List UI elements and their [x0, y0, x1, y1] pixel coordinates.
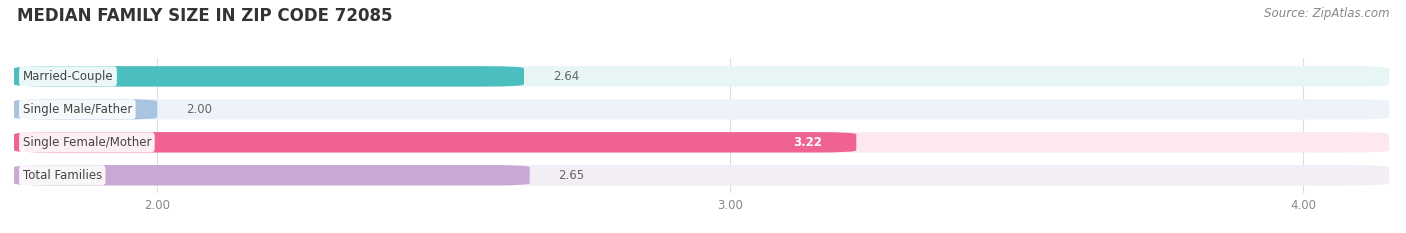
FancyBboxPatch shape: [14, 66, 524, 87]
Text: Total Families: Total Families: [22, 169, 101, 182]
FancyBboxPatch shape: [14, 99, 1389, 120]
Text: 2.00: 2.00: [186, 103, 212, 116]
FancyBboxPatch shape: [14, 165, 530, 185]
Text: 3.22: 3.22: [793, 136, 823, 149]
Text: 2.65: 2.65: [558, 169, 585, 182]
Text: Source: ZipAtlas.com: Source: ZipAtlas.com: [1264, 7, 1389, 20]
Text: Married-Couple: Married-Couple: [22, 70, 114, 83]
Text: Single Male/Father: Single Male/Father: [22, 103, 132, 116]
Text: MEDIAN FAMILY SIZE IN ZIP CODE 72085: MEDIAN FAMILY SIZE IN ZIP CODE 72085: [17, 7, 392, 25]
FancyBboxPatch shape: [14, 99, 157, 120]
FancyBboxPatch shape: [14, 66, 1389, 87]
Text: Single Female/Mother: Single Female/Mother: [22, 136, 152, 149]
Text: 2.64: 2.64: [553, 70, 579, 83]
FancyBboxPatch shape: [14, 132, 856, 153]
FancyBboxPatch shape: [14, 165, 1389, 185]
FancyBboxPatch shape: [14, 132, 1389, 153]
